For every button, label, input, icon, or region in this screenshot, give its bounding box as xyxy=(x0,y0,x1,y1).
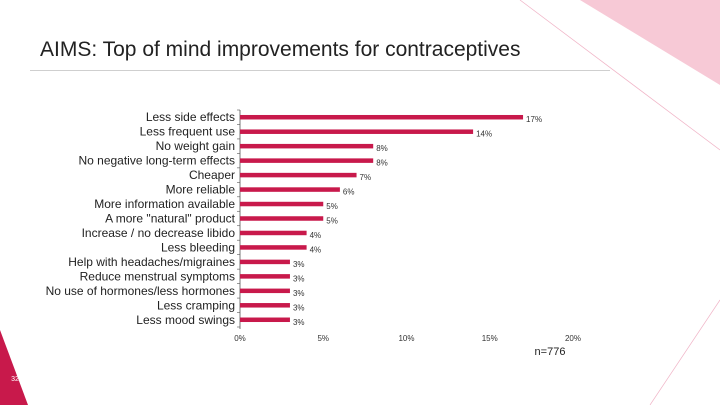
corner-accent-line xyxy=(519,0,720,151)
corner-accent-light xyxy=(580,0,720,85)
value-label: 7% xyxy=(360,173,372,182)
bar xyxy=(240,114,524,120)
category-label: No use of hormones/less hormones xyxy=(46,284,235,298)
x-tick-label: 20% xyxy=(565,334,581,343)
value-label: 8% xyxy=(376,159,388,168)
category-label: More information available xyxy=(94,197,235,211)
bar xyxy=(240,129,474,134)
category-label: More reliable xyxy=(166,183,236,197)
category-label: No weight gain xyxy=(156,139,235,153)
value-label: 4% xyxy=(310,245,322,254)
value-label: 5% xyxy=(326,217,338,226)
category-label: No negative long-term effects xyxy=(78,154,235,168)
corner-accent-dark xyxy=(0,330,28,405)
bar xyxy=(240,245,307,250)
page-number: 32 xyxy=(11,376,19,383)
bar xyxy=(240,317,290,323)
category-label: Cheaper xyxy=(189,168,235,182)
bar xyxy=(240,303,290,308)
sample-size-label: n=776 xyxy=(534,346,566,358)
bar xyxy=(240,230,307,236)
category-label: Less cramping xyxy=(157,298,235,312)
category-label: Less bleeding xyxy=(161,240,235,254)
category-label: Increase / no decrease libido xyxy=(82,226,236,240)
title-divider xyxy=(30,70,610,71)
bar xyxy=(240,274,290,279)
value-label: 17% xyxy=(526,115,542,124)
value-label: 3% xyxy=(293,289,305,298)
x-tick-label: 0% xyxy=(234,334,246,343)
x-tick-label: 5% xyxy=(317,334,329,343)
category-label: Less side effects xyxy=(146,110,235,124)
value-label: 3% xyxy=(293,303,305,312)
value-label: 4% xyxy=(310,231,322,240)
category-label: Help with headaches/migraines xyxy=(68,255,235,269)
bar xyxy=(240,288,290,294)
bar xyxy=(240,143,374,149)
bar xyxy=(240,158,374,163)
bar xyxy=(240,187,340,192)
category-label: A more "natural" product xyxy=(105,212,236,226)
value-label: 6% xyxy=(343,188,355,197)
value-label: 14% xyxy=(476,130,492,139)
value-label: 3% xyxy=(293,274,305,283)
bar xyxy=(240,216,324,221)
slide-title: AIMS: Top of mind improvements for contr… xyxy=(40,38,521,61)
value-label: 3% xyxy=(293,318,305,327)
value-label: 5% xyxy=(326,202,338,211)
x-tick-label: 15% xyxy=(482,334,498,343)
value-label: 3% xyxy=(293,260,305,269)
bar xyxy=(240,201,324,207)
category-label: Less mood swings xyxy=(136,313,235,327)
bar xyxy=(240,259,290,265)
corner-accent-line-2 xyxy=(649,299,720,405)
category-label: Reduce menstrual symptoms xyxy=(80,269,235,283)
value-label: 8% xyxy=(376,144,388,153)
category-label: Less frequent use xyxy=(140,125,236,139)
bar xyxy=(240,172,357,178)
x-tick-label: 10% xyxy=(398,334,414,343)
